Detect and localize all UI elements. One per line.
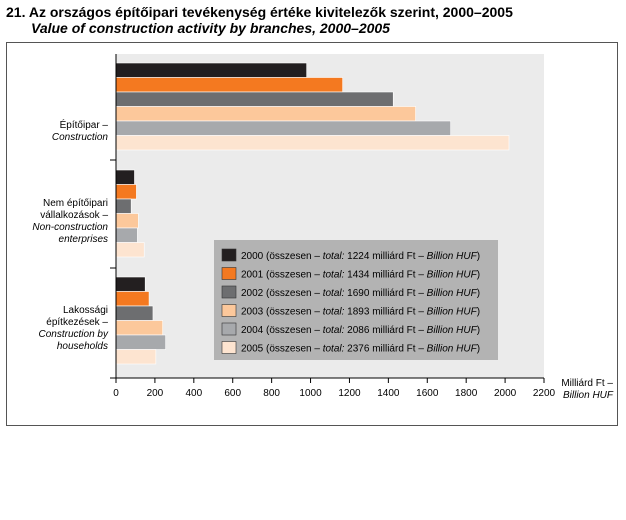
bar-2005-cat2 [115,242,145,258]
bar-2002-cat2 [115,198,132,214]
x-tick-label-2000: 2000 [494,388,517,399]
legend-label-2001: 2001 (összesen – total: 1434 milliárd Ft… [241,270,480,281]
x-tick-label-200: 200 [147,388,164,399]
legend-label-2005: 2005 (összesen – total: 2376 milliárd Ft… [241,344,480,355]
bar-2003-cat2 [115,213,139,229]
legend-label-2003: 2003 (összesen – total: 1893 milliárd Ft… [241,307,480,318]
x-tick-label-800: 800 [263,388,280,399]
legend-box [214,240,498,360]
legend-label-2000: 2000 (összesen – total: 1224 milliárd Ft… [241,251,480,262]
chart-title: 21. Az országos építőipari tevékenység é… [6,4,513,20]
x-tick-label-0: 0 [113,388,119,399]
bar-2003-cat1 [115,106,416,122]
bar-2002-cat3 [115,305,154,321]
x-axis-label-hu: Milliárd Ft – [561,378,613,389]
x-tick-label-1800: 1800 [455,388,478,399]
legend-label-2004: 2004 (összesen – total: 2086 milliárd Ft… [241,325,480,336]
x-axis-label-en: Billion HUF [563,390,614,401]
x-tick-label-1000: 1000 [299,388,322,399]
category-label-hu-nonconstruction: Nem építőipari [43,198,108,209]
legend-swatch-2000 [221,248,237,262]
bar-2005-cat1 [115,135,510,151]
category-label-en-households: households [57,341,108,352]
x-tick-label-2200: 2200 [533,388,556,399]
bar-2005-cat3 [115,349,157,365]
legend-swatch-2001 [221,267,237,280]
legend-swatch-2005 [221,341,237,354]
category-label-hu-households: Lakossági [63,305,108,316]
bar-2000-cat2 [115,169,135,185]
bar-2000-cat3 [115,276,146,292]
category-label-en-households: Construction by [39,329,109,340]
bar-2004-cat2 [115,227,138,243]
bar-2001-cat1 [115,77,343,93]
bar-2001-cat2 [115,184,137,200]
category-label-hu-construction: Építőipar – [60,118,109,131]
legend-swatch-2004 [221,322,237,336]
x-tick-label-600: 600 [224,388,241,399]
bar-2003-cat3 [115,320,163,336]
category-label-hu-households: építkezések – [46,317,108,328]
bar-2004-cat3 [115,334,166,350]
bar-2002-cat1 [115,91,394,107]
legend-label-2002: 2002 (összesen – total: 1690 milliárd Ft… [241,288,480,299]
bar-2000-cat1 [115,62,307,78]
category-label-en-nonconstruction: Non-construction [32,222,108,233]
legend-swatch-2003 [221,304,237,317]
x-tick-label-1400: 1400 [377,388,400,399]
x-tick-label-1600: 1600 [416,388,439,399]
x-tick-label-400: 400 [185,388,202,399]
x-tick-label-1200: 1200 [338,388,361,399]
chart-subtitle: Value of construction activity by branch… [31,20,390,36]
category-label-hu-nonconstruction: vállalkozások – [40,210,108,221]
chart-frame [6,42,618,426]
legend-swatch-2002 [221,285,237,299]
bar-2001-cat3 [115,291,150,307]
category-label-en-nonconstruction: enterprises [59,234,108,245]
category-label-en-construction: Construction [52,132,109,143]
bar-2004-cat1 [115,120,451,136]
